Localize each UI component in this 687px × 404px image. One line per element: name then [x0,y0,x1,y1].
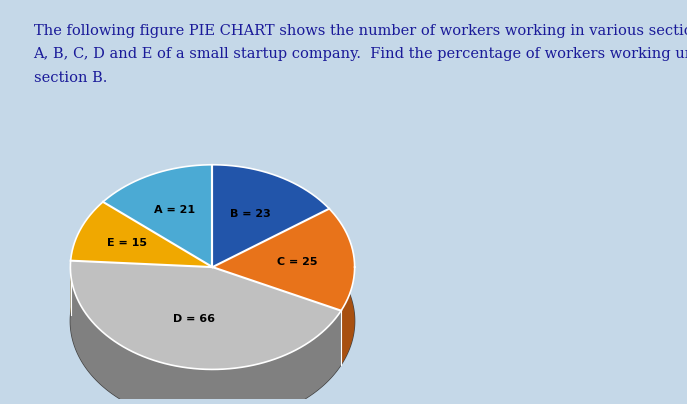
Polygon shape [329,209,354,365]
Text: B = 23: B = 23 [230,210,271,219]
Text: C = 25: C = 25 [278,257,317,267]
Polygon shape [70,219,354,404]
Polygon shape [103,165,212,267]
Text: D = 66: D = 66 [173,314,215,324]
Text: The following figure PIE CHART shows the number of workers working in various se: The following figure PIE CHART shows the… [34,23,687,85]
Polygon shape [212,165,329,267]
Polygon shape [70,261,341,369]
Polygon shape [103,165,212,256]
Polygon shape [71,202,103,315]
Text: E = 15: E = 15 [106,238,146,248]
Polygon shape [212,209,354,311]
Polygon shape [71,202,212,267]
Polygon shape [70,261,341,404]
Polygon shape [212,165,329,263]
Text: A = 21: A = 21 [155,205,196,215]
